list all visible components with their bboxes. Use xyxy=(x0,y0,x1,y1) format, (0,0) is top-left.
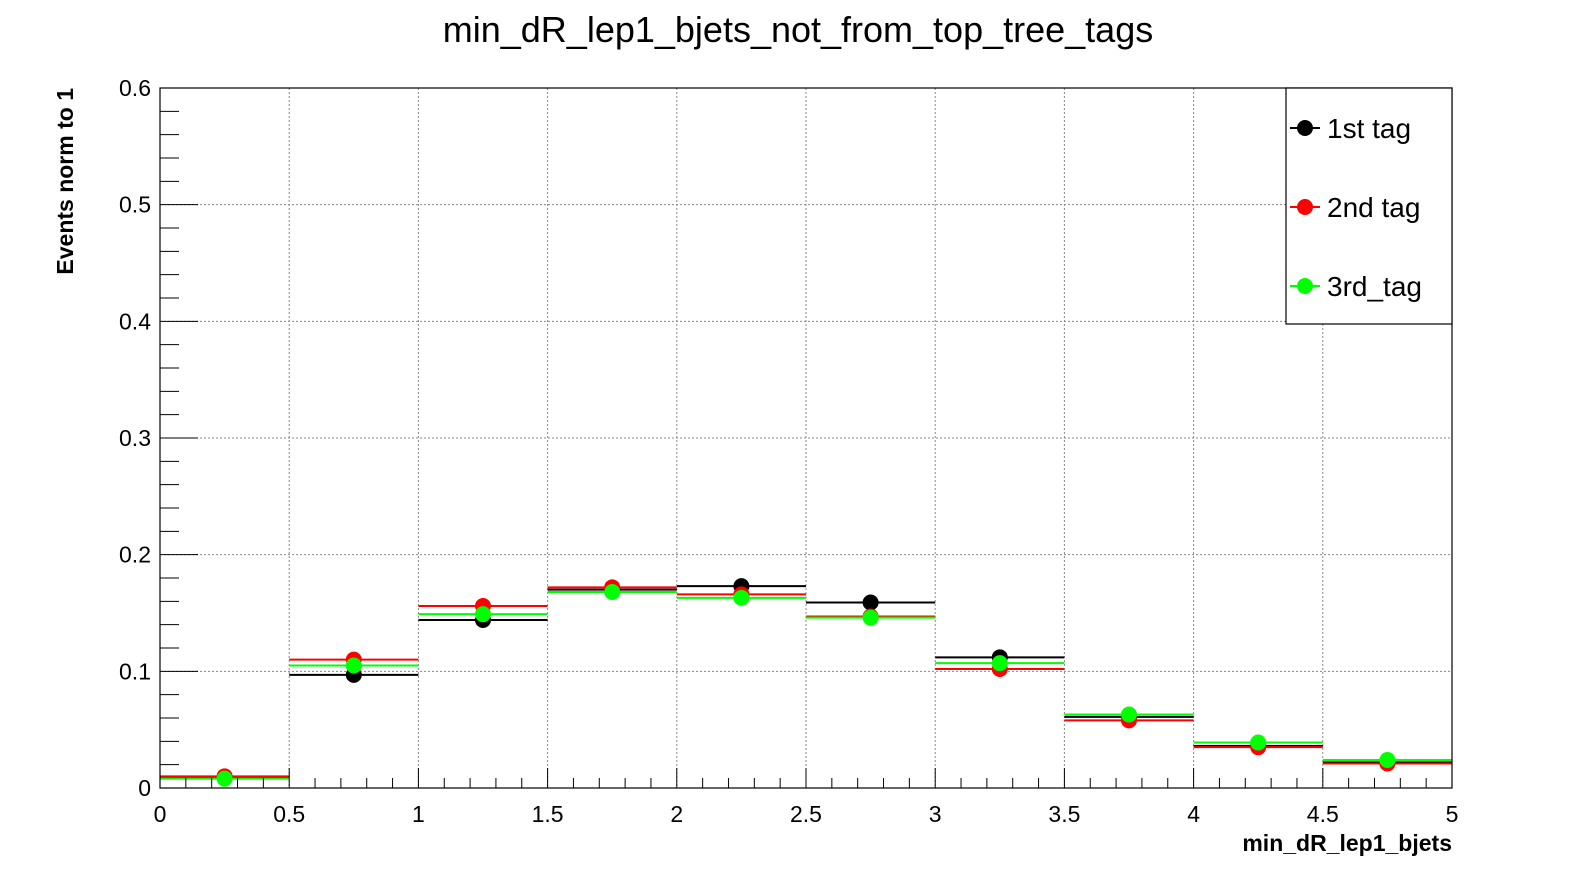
y-tick-label: 0.4 xyxy=(119,308,151,334)
x-tick-label: 0.5 xyxy=(273,801,305,827)
y-tick-label: 0.5 xyxy=(119,192,151,218)
legend-entry-3rd-tag: 3rd_tag xyxy=(1290,271,1422,302)
y-axis-label: Events norm to 1 xyxy=(52,88,78,275)
y-tick-label: 0 xyxy=(138,775,151,801)
x-tick-label: 4.5 xyxy=(1307,801,1339,827)
data-point xyxy=(862,594,879,611)
data-point xyxy=(991,655,1008,672)
data-point xyxy=(733,589,750,606)
x-tick-label: 3 xyxy=(929,801,942,827)
data-point xyxy=(475,606,491,623)
y-tick-label: 0.1 xyxy=(119,658,151,684)
legend-entry-1st-tag: 1st tag xyxy=(1290,113,1411,144)
axes: 0 0.5 1 1.5 2 2.5 3 3.5 4 4.5 5 0 0.1 0.2 0.3 0.4 0.5 0.6 xyxy=(119,75,1458,827)
legend-label: 3rd_tag xyxy=(1327,271,1422,302)
y-tick-label: 0.3 xyxy=(119,425,151,451)
y-tick-label: 0.6 xyxy=(119,75,151,101)
plot-area xyxy=(160,578,1452,787)
x-tick-label: 4 xyxy=(1187,801,1200,827)
data-point xyxy=(1250,734,1267,751)
x-tick-label: 0 xyxy=(154,801,167,827)
legend-marker xyxy=(1297,199,1313,215)
legend-label: 1st tag xyxy=(1327,113,1411,144)
data-point xyxy=(216,770,233,787)
x-tick-label: 2.5 xyxy=(790,801,822,827)
series-3rd-tag xyxy=(160,584,1452,787)
legend-label: 2nd tag xyxy=(1327,192,1420,223)
data-point xyxy=(862,609,879,626)
data-point xyxy=(604,584,621,600)
x-tick-label: 1.5 xyxy=(532,801,564,827)
legend-marker xyxy=(1297,120,1313,136)
legend: 1st tag 2nd tag 3rd_tag xyxy=(1285,87,1453,325)
chart-title: min_dR_lep1_bjets_not_from_top_tree_tags xyxy=(443,9,1153,50)
grid xyxy=(160,88,1452,788)
legend-entry-2nd-tag: 2nd tag xyxy=(1290,192,1420,223)
x-tick-label: 3.5 xyxy=(1048,801,1080,827)
data-point xyxy=(345,657,362,674)
data-point xyxy=(1379,752,1396,768)
y-tick-label: 0.2 xyxy=(119,542,151,568)
x-tick-label: 2 xyxy=(670,801,683,827)
data-point xyxy=(1121,706,1137,723)
x-tick-label: 1 xyxy=(412,801,425,827)
x-axis-label: min_dR_lep1_bjets xyxy=(1242,830,1452,856)
x-tick-label: 5 xyxy=(1446,801,1459,827)
legend-marker xyxy=(1297,278,1313,294)
